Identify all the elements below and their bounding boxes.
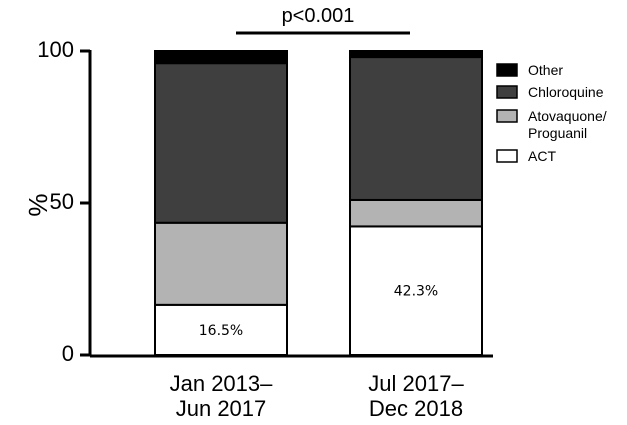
bar-segment-act-0 bbox=[154, 303, 288, 356]
legend-swatch bbox=[496, 109, 518, 123]
data-labels: 16.5% 42.3% bbox=[199, 284, 438, 339]
significance-label: p<0.001 bbox=[282, 5, 355, 27]
bar-segment-chloroquine-0 bbox=[154, 62, 288, 224]
legend-label: Chloroquine bbox=[528, 84, 604, 100]
data-label: 16.5% bbox=[199, 323, 243, 339]
legend-swatch bbox=[496, 63, 518, 77]
legend-label: Atovaquone/Proguanil bbox=[528, 108, 607, 141]
legend-label: ACT bbox=[528, 148, 556, 164]
data-label: 42.3% bbox=[394, 284, 438, 300]
legend-swatch bbox=[496, 149, 518, 163]
x-tick-labels: Jan 2013– Jun 2017 Jul 2017– Dec 2018 bbox=[170, 371, 465, 421]
x-tick-label: Jul 2017– Dec 2018 bbox=[368, 371, 464, 421]
y-tick-label: 100 bbox=[37, 37, 74, 62]
bar-segment-atovaquone-proguanil-0 bbox=[154, 221, 288, 306]
x-tick-label: Jan 2013– Jun 2017 bbox=[170, 371, 274, 421]
bars bbox=[154, 50, 483, 356]
y-axis-label: % bbox=[23, 193, 53, 216]
y-tick-label: 50 bbox=[50, 189, 74, 214]
legend-label: Other bbox=[528, 62, 563, 78]
bar-segment-other-1 bbox=[349, 50, 483, 59]
bar-segment-chloroquine-1 bbox=[349, 56, 483, 201]
bar-segment-act-1 bbox=[349, 225, 483, 356]
legend-swatch bbox=[496, 85, 518, 99]
legend: Other Chloroquine Atovaquone/Proguanil ACT bbox=[496, 62, 607, 164]
y-tick-label: 0 bbox=[62, 341, 74, 366]
bar-segment-atovaquone-proguanil-1 bbox=[349, 198, 483, 228]
bar-segment-other-0 bbox=[154, 50, 288, 65]
y-ticks: 0 50 100 bbox=[37, 37, 90, 366]
